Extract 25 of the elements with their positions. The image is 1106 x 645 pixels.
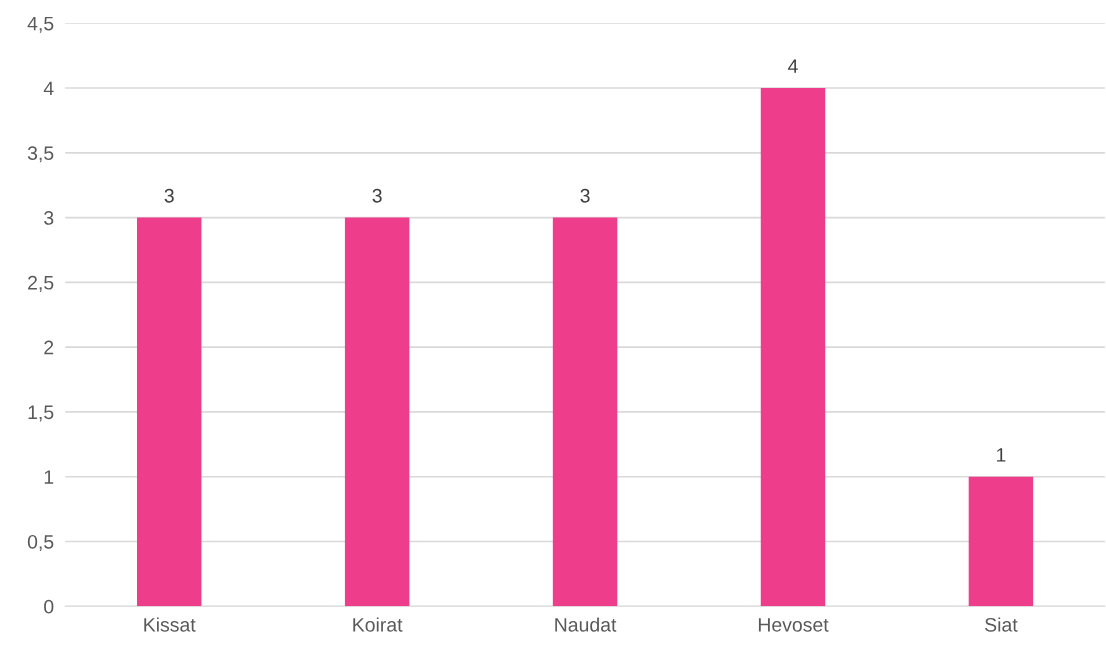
y-tick-label: 1 (44, 470, 54, 484)
data-label: 3 (164, 188, 174, 203)
y-tick-label: 0 (44, 599, 54, 614)
bar (344, 217, 410, 607)
bar (136, 217, 202, 607)
y-tick-label: 0,5 (27, 534, 54, 552)
data-label: 3 (372, 188, 382, 203)
bar (760, 88, 826, 607)
x-tick-label: Naudat (555, 617, 617, 632)
y-tick-label: 4 (43, 81, 54, 96)
data-label: 3 (580, 188, 590, 203)
y-tick-label: 4,5 (27, 16, 54, 33)
y-tick-label: 2 (44, 340, 54, 355)
data-label: 4 (788, 59, 798, 73)
y-tick-label: 3 (44, 211, 54, 225)
y-tick-label: 1,5 (28, 405, 54, 422)
x-tick-label: Kissat (144, 617, 196, 632)
bar (552, 217, 618, 607)
y-tick-label: 2,5 (28, 275, 54, 292)
x-tick-label: Koirat (353, 617, 403, 632)
data-label: 1 (997, 448, 1006, 462)
x-tick-label: Siat (985, 617, 1018, 632)
x-tick-label: Hevoset (758, 618, 829, 632)
y-tick-label: 3,5 (27, 146, 54, 163)
bar (968, 476, 1034, 607)
